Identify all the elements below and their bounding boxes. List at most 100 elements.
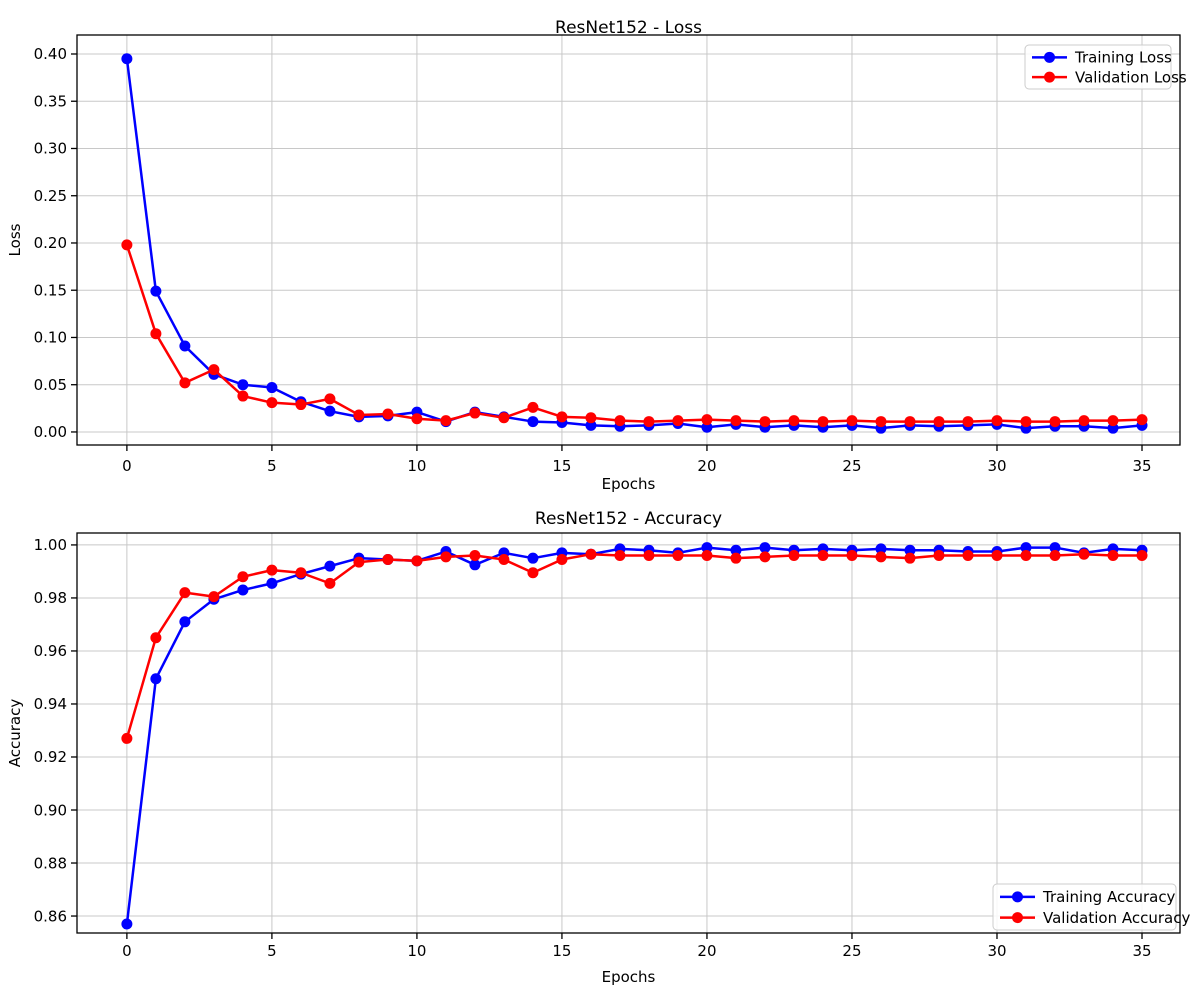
data-point-marker <box>672 550 684 562</box>
accuracy-spines <box>76 532 1181 934</box>
data-point-marker <box>150 328 162 340</box>
x-tick-label: 5 <box>267 457 277 475</box>
data-point-marker <box>179 616 191 628</box>
data-point-marker <box>730 415 742 427</box>
data-point-marker <box>1107 550 1119 562</box>
data-point-marker <box>585 419 597 431</box>
legend-marker-sample <box>1044 51 1055 63</box>
data-point-marker <box>875 543 887 555</box>
loss-yaxis-label: Loss <box>6 223 24 256</box>
accuracy-chart: 0 5 10 15 20 25 30 35 0.86 0.88 0.90 0.92 0.94 0.96 0.… <box>6 509 1190 986</box>
x-tick-label: 0 <box>122 942 132 960</box>
data-point-marker <box>585 548 597 560</box>
y-tick-label: 0.30 <box>34 140 67 158</box>
data-point-marker <box>701 414 713 426</box>
data-point-marker <box>179 377 191 389</box>
data-point-marker <box>1020 550 1032 562</box>
data-point-marker <box>933 416 945 428</box>
y-tick-label: 0.90 <box>34 801 67 819</box>
data-point-marker <box>382 554 394 566</box>
accuracy-grid <box>77 533 1180 933</box>
data-point-marker <box>121 239 133 251</box>
data-point-marker <box>1049 542 1061 554</box>
data-point-marker <box>875 416 887 428</box>
loss-xaxis-label: Epochs <box>602 475 656 493</box>
data-point-marker <box>498 554 510 566</box>
y-tick-label: 0.20 <box>34 234 67 252</box>
data-point-marker <box>121 732 133 744</box>
data-point-marker <box>411 555 423 567</box>
data-point-marker <box>237 390 249 402</box>
accuracy-xaxis-label: Epochs <box>602 968 656 986</box>
data-point-marker <box>904 544 916 556</box>
legend-marker-sample <box>1012 912 1023 924</box>
legend-label: Validation Loss <box>1075 68 1187 86</box>
x-tick-label: 15 <box>552 457 571 475</box>
data-point-marker <box>1078 415 1090 427</box>
data-point-marker <box>295 399 307 411</box>
data-point-marker <box>469 559 481 571</box>
data-point-marker <box>788 550 800 562</box>
data-point-marker <box>817 416 829 428</box>
data-point-marker <box>643 416 655 428</box>
accuracy-yaxis-label: Accuracy <box>6 699 24 768</box>
data-point-marker <box>266 564 278 576</box>
y-tick-label: 0.92 <box>34 748 67 766</box>
accuracy-series-validation <box>121 548 1148 744</box>
loss-ticks: 0 5 10 15 20 25 30 35 0.00 0.05 0.10 0.15 0.20 0.25 0.… <box>34 45 1152 475</box>
data-point-marker <box>440 551 452 563</box>
loss-series-validation <box>121 239 1148 428</box>
data-point-marker <box>1107 415 1119 427</box>
data-point-marker <box>295 567 307 579</box>
data-point-marker <box>817 550 829 562</box>
x-tick-label: 5 <box>267 942 277 960</box>
x-tick-label: 35 <box>1132 457 1151 475</box>
legend-box <box>992 883 1177 931</box>
data-point-marker <box>933 550 945 562</box>
data-point-marker <box>875 551 887 563</box>
data-point-marker <box>904 416 916 428</box>
data-point-marker <box>730 552 742 564</box>
data-point-marker <box>556 554 568 566</box>
data-point-marker <box>1136 414 1148 426</box>
data-point-marker <box>324 577 336 589</box>
legend-label: Validation Accuracy <box>1043 909 1190 927</box>
data-point-marker <box>759 542 771 554</box>
y-tick-label: 0.96 <box>34 642 67 660</box>
data-point-marker <box>324 393 336 405</box>
data-point-marker <box>701 421 713 433</box>
data-point-marker <box>469 550 481 562</box>
data-point-marker <box>179 587 191 599</box>
data-point-marker <box>382 408 394 420</box>
accuracy-ticks: 0 5 10 15 20 25 30 35 0.86 0.88 0.90 0.92 0.94 0.96 0.… <box>34 536 1152 960</box>
x-tick-label: 0 <box>122 457 132 475</box>
x-tick-label: 25 <box>842 942 861 960</box>
data-point-marker <box>411 413 423 425</box>
data-point-marker <box>237 379 249 391</box>
accuracy-plot-area <box>77 533 1180 933</box>
y-tick-label: 0.35 <box>34 92 67 110</box>
data-point-marker <box>266 397 278 409</box>
x-tick-label: 35 <box>1132 942 1151 960</box>
data-point-marker <box>237 584 249 596</box>
data-point-marker <box>672 415 684 427</box>
y-tick-label: 0.98 <box>34 589 67 607</box>
data-point-marker <box>1107 422 1119 434</box>
data-point-marker <box>1020 542 1032 554</box>
y-tick-label: 0.94 <box>34 695 67 713</box>
data-point-marker <box>701 542 713 554</box>
x-tick-label: 20 <box>697 457 716 475</box>
data-point-marker <box>962 550 974 562</box>
legend-label: Training Loss <box>1074 49 1172 67</box>
legend-marker-sample <box>1044 71 1055 83</box>
y-tick-label: 0.15 <box>34 281 67 299</box>
data-point-marker <box>527 416 539 428</box>
data-point-marker <box>556 411 568 423</box>
data-point-marker <box>991 550 1003 562</box>
accuracy-legend: Training Accuracy Validation Accuracy <box>992 883 1190 931</box>
loss-plot-area <box>77 35 1180 445</box>
legend-marker-sample <box>1012 891 1023 903</box>
data-point-marker <box>121 53 133 65</box>
